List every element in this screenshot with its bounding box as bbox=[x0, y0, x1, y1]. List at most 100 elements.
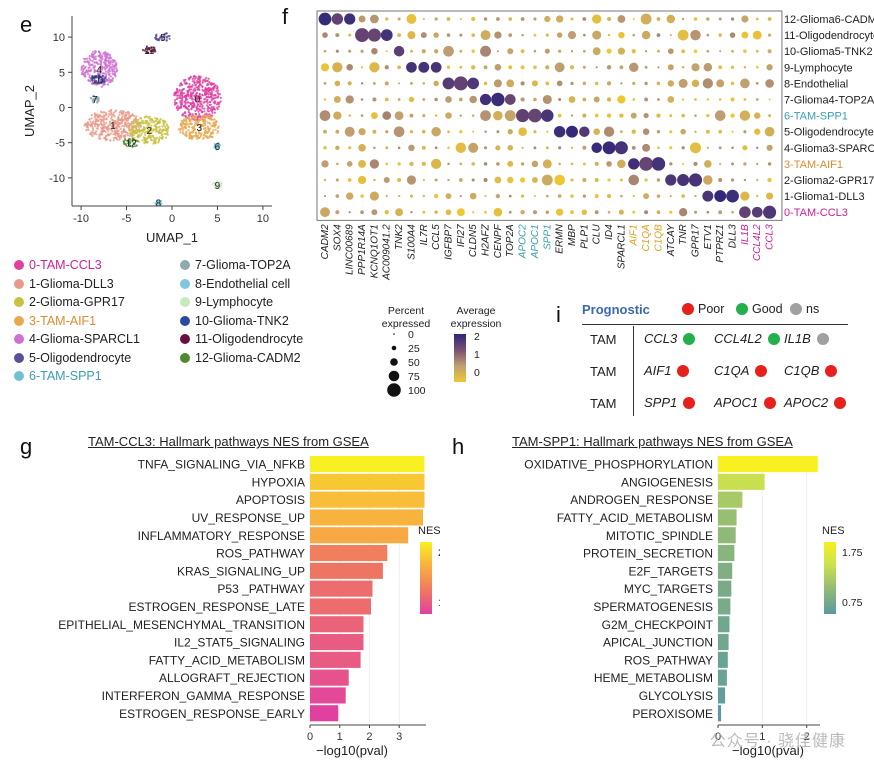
umap-cell-point bbox=[129, 132, 132, 135]
dotplot-dot bbox=[693, 17, 698, 21]
bar bbox=[310, 669, 349, 686]
dotplot-dot bbox=[358, 144, 366, 152]
dotplot-dot bbox=[694, 195, 697, 198]
umap-cell-point bbox=[112, 133, 115, 136]
dotplot-dot bbox=[756, 178, 759, 182]
umap-cell-point bbox=[97, 119, 100, 122]
bar-category-label: MYC_TARGETS bbox=[624, 582, 713, 596]
umap-cell-point bbox=[206, 125, 209, 128]
dotplot-dot bbox=[345, 192, 354, 200]
dotplot-dot bbox=[484, 195, 487, 198]
dotplot-dot bbox=[508, 210, 512, 214]
bar-category-label: PEROXISOME bbox=[632, 707, 713, 721]
dotplot-dot bbox=[582, 17, 587, 21]
dotplot-dot bbox=[445, 193, 452, 200]
gsea-ccl3-title: TAM-CCL3: Hallmark pathways NES from GSE… bbox=[88, 434, 369, 449]
dotplot-dot bbox=[532, 177, 538, 183]
dotplot-dot bbox=[567, 31, 577, 40]
umap-cell-point bbox=[151, 48, 154, 51]
umap-cell-point bbox=[112, 111, 116, 114]
umap-cell-point bbox=[165, 123, 168, 126]
dotplot-dot bbox=[491, 92, 505, 107]
dotplot-dot bbox=[641, 30, 651, 40]
dotplot-dot bbox=[644, 65, 648, 69]
dotplot-dot bbox=[447, 162, 450, 166]
umap-cell-point bbox=[143, 137, 146, 140]
dotplot-dot bbox=[690, 142, 701, 154]
dotplot-dot bbox=[471, 162, 475, 166]
dotplot-gene-label: H2AFZ bbox=[481, 223, 492, 256]
prognostic-dot bbox=[736, 303, 748, 315]
dotplot-gene-label: PLP1 bbox=[579, 224, 590, 248]
dotplot-dot bbox=[360, 98, 364, 101]
umap-cell-point bbox=[187, 128, 190, 132]
dotplot-dot bbox=[480, 110, 491, 121]
umap-cell-point bbox=[141, 139, 144, 142]
umap-cell-point bbox=[187, 77, 190, 80]
umap-cell-point bbox=[206, 101, 209, 104]
dotplot-dot bbox=[767, 177, 772, 183]
umap-cell-point bbox=[116, 132, 119, 136]
dotplot-dot bbox=[332, 62, 343, 73]
umap-cell-point bbox=[111, 130, 114, 133]
umap-cell-point bbox=[200, 111, 204, 114]
dotplot-dot bbox=[656, 81, 661, 86]
dotplot-cluster-label: 2-Glioma2-GPR17 bbox=[784, 175, 874, 187]
dotplot-dot bbox=[344, 13, 356, 25]
dotplot-dot bbox=[729, 32, 736, 38]
dotplot-gene-label: ID4 bbox=[604, 224, 615, 240]
prognostic-gene-label: APOC2 bbox=[784, 395, 829, 410]
dotplot-dot bbox=[348, 146, 352, 150]
size-legend-label: 50 bbox=[408, 357, 420, 369]
umap-cell-point bbox=[92, 58, 95, 61]
prognostic-row-label: TAM bbox=[590, 364, 617, 379]
prognostic-legend-item: ns bbox=[784, 302, 819, 316]
dotplot-dot bbox=[493, 79, 502, 88]
umap-cell-point bbox=[108, 133, 111, 136]
dotplot-dot bbox=[740, 191, 750, 201]
umap-cell-point bbox=[197, 103, 200, 106]
bar bbox=[718, 687, 726, 704]
umap-cell-point bbox=[100, 81, 103, 84]
prognostic-divider-h bbox=[582, 324, 848, 325]
dotplot-dot bbox=[767, 49, 772, 54]
dotplot-dot bbox=[678, 208, 688, 217]
umap-cell-point bbox=[98, 81, 102, 84]
umap-cell-point bbox=[91, 79, 94, 82]
umap-cell-point bbox=[215, 145, 218, 148]
umap-cell-point bbox=[210, 132, 213, 135]
dotplot-dot bbox=[421, 49, 426, 54]
dotplot-dot bbox=[493, 207, 503, 217]
umap-cell-point bbox=[179, 101, 182, 104]
bar-category-label: SPERMATOGENESIS bbox=[593, 600, 713, 614]
umap-cell-point bbox=[204, 100, 208, 103]
umap-cell-point bbox=[181, 96, 184, 99]
umap-cell-point bbox=[189, 91, 192, 94]
dotplot-dot bbox=[767, 17, 772, 21]
umap-cell-point bbox=[147, 129, 150, 132]
dotplot-dot bbox=[602, 141, 616, 155]
umap-cluster-label: 8 bbox=[156, 198, 162, 209]
dotplot-dot bbox=[742, 145, 748, 151]
dotplot-dot bbox=[656, 33, 661, 37]
panel-letter-i: i bbox=[556, 302, 561, 327]
umap-cell-point bbox=[114, 131, 117, 134]
umap-cell-point bbox=[107, 130, 110, 133]
dotplot-dot bbox=[410, 211, 413, 214]
dotplot-dot bbox=[334, 80, 341, 87]
dotplot-dot bbox=[743, 162, 747, 166]
dotplot-dot bbox=[765, 79, 774, 88]
umap-cell-point bbox=[195, 100, 198, 103]
dotplot-dot bbox=[557, 113, 562, 118]
dotplot-gene-label: TNK2 bbox=[394, 224, 405, 250]
umap-cell-point bbox=[102, 129, 105, 132]
umap-cluster-11: 11 bbox=[142, 45, 157, 57]
umap-cell-point bbox=[191, 77, 195, 80]
umap-cell-point bbox=[120, 112, 124, 115]
umap-cell-point bbox=[187, 101, 190, 104]
bar bbox=[718, 456, 818, 473]
dotplot-dot bbox=[681, 146, 685, 150]
dotplot-gene-label: IL1B bbox=[740, 224, 751, 245]
dotplot-dot bbox=[756, 162, 759, 166]
umap-cell-point bbox=[161, 38, 165, 41]
